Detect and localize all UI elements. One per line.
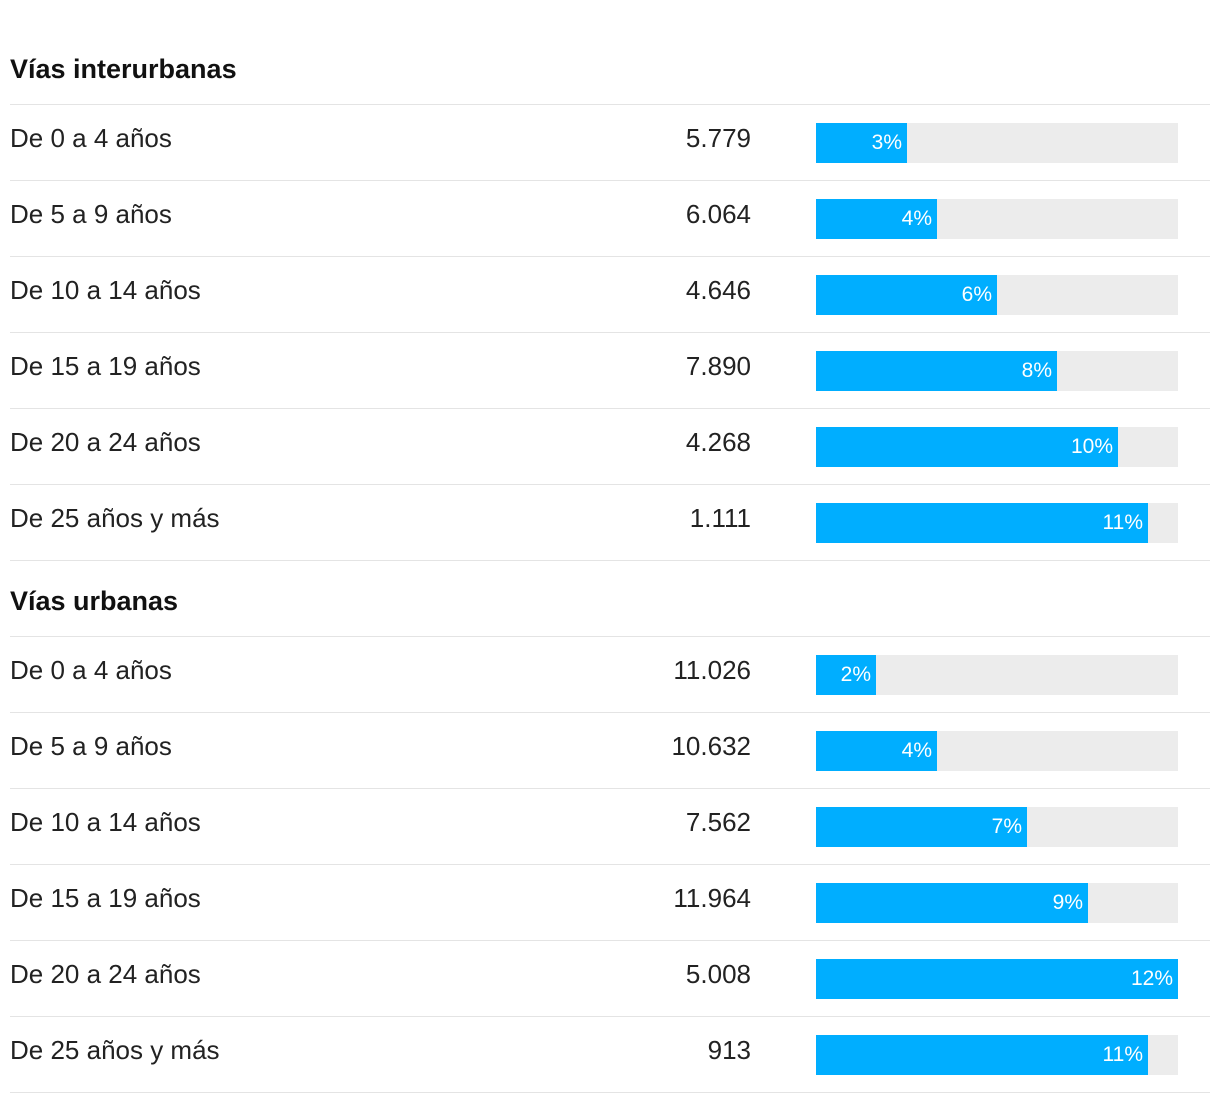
count-value: 11.964 — [673, 883, 751, 913]
bar-track: 3% — [816, 123, 1178, 163]
bar-track: 9% — [816, 883, 1178, 923]
count-value: 5.779 — [685, 123, 751, 153]
row-divider — [10, 484, 1210, 485]
table-row: De 5 a 9 años 10.632 4% — [10, 712, 1210, 788]
bar-percent-label: 7% — [991, 815, 1022, 838]
table-row: De 20 a 24 años 5.008 12% — [10, 940, 1210, 1016]
bar: 11% — [816, 503, 1148, 543]
bar-percent-label: 2% — [840, 663, 871, 686]
bar-percent-label: 10% — [1070, 435, 1113, 458]
table-row: De 10 a 14 años 7.562 7% — [10, 788, 1210, 864]
bar-track: 8% — [816, 351, 1178, 391]
row-divider — [10, 636, 1210, 637]
row-divider — [10, 940, 1210, 941]
category-label: De 25 años y más — [10, 1035, 220, 1065]
bar-track: 11% — [816, 503, 1178, 543]
section-bottom-divider — [10, 560, 1210, 561]
row-divider — [10, 1016, 1210, 1017]
bar-track: 7% — [816, 807, 1178, 847]
bar-percent-label: 11% — [1102, 511, 1143, 534]
count-value: 11.026 — [673, 655, 751, 685]
table-row: De 0 a 4 años 11.026 2% — [10, 636, 1210, 712]
bar-percent-label: 3% — [871, 131, 902, 154]
row-divider — [10, 180, 1210, 181]
bar: 6% — [816, 275, 997, 315]
table-row: De 10 a 14 años 4.646 6% — [10, 256, 1210, 332]
table-row: De 15 a 19 años 11.964 9% — [10, 864, 1210, 940]
bar: 2% — [816, 655, 876, 695]
bar-track: 10% — [816, 427, 1178, 467]
row-divider — [10, 256, 1210, 257]
section-title: Vías urbanas — [10, 586, 179, 616]
bar-track: 4% — [816, 199, 1178, 239]
category-label: De 20 a 24 años — [10, 959, 201, 989]
count-value: 1.111 — [689, 503, 751, 533]
bar-track: 2% — [816, 655, 1178, 695]
row-divider — [10, 408, 1210, 409]
category-label: De 5 a 9 años — [10, 731, 172, 761]
bar: 11% — [816, 1035, 1148, 1075]
count-value: 7.890 — [685, 351, 751, 381]
table-row: De 25 años y más 1.111 11% — [10, 484, 1210, 560]
bar-track: 6% — [816, 275, 1178, 315]
bar-percent-label: 9% — [1052, 891, 1083, 914]
category-label: De 20 a 24 años — [10, 427, 201, 457]
count-value: 5.008 — [685, 959, 751, 989]
bar: 8% — [816, 351, 1057, 391]
category-label: De 0 a 4 años — [10, 123, 172, 153]
bar-track: 12% — [816, 959, 1178, 999]
row-divider — [10, 788, 1210, 789]
row-divider — [10, 864, 1210, 865]
row-divider — [10, 332, 1210, 333]
section-title: Vías interurbanas — [10, 54, 237, 84]
bar: 3% — [816, 123, 907, 163]
bar-percent-label: 4% — [901, 739, 932, 762]
table-row: De 20 a 24 años 4.268 10% — [10, 408, 1210, 484]
bar: 10% — [816, 427, 1118, 467]
bar: 4% — [816, 199, 937, 239]
bar: 12% — [816, 959, 1178, 999]
count-value: 7.562 — [685, 807, 751, 837]
bar-track: 11% — [816, 1035, 1178, 1075]
category-label: De 0 a 4 años — [10, 655, 172, 685]
table-row: De 0 a 4 años 5.779 3% — [10, 104, 1210, 180]
table-row: De 5 a 9 años 6.064 4% — [10, 180, 1210, 256]
section-bottom-divider — [10, 1092, 1210, 1093]
category-label: De 15 a 19 años — [10, 883, 201, 913]
category-label: De 25 años y más — [10, 503, 220, 533]
bar: 4% — [816, 731, 937, 771]
count-value: 913 — [707, 1035, 751, 1065]
bar: 9% — [816, 883, 1088, 923]
row-divider — [10, 712, 1210, 713]
bar-percent-label: 12% — [1130, 967, 1173, 990]
count-value: 4.646 — [685, 275, 751, 305]
category-label: De 10 a 14 años — [10, 807, 201, 837]
table-row: De 25 años y más 913 11% — [10, 1016, 1210, 1092]
bar: 7% — [816, 807, 1027, 847]
table-row: De 15 a 19 años 7.890 8% — [10, 332, 1210, 408]
category-label: De 10 a 14 años — [10, 275, 201, 305]
bar-track: 4% — [816, 731, 1178, 771]
row-divider — [10, 104, 1210, 105]
bar-percent-label: 4% — [901, 207, 932, 230]
bar-percent-label: 8% — [1021, 359, 1052, 382]
count-value: 6.064 — [685, 199, 751, 229]
category-label: De 5 a 9 años — [10, 199, 172, 229]
bar-percent-label: 11% — [1102, 1043, 1143, 1066]
count-value: 10.632 — [671, 731, 751, 761]
count-value: 4.268 — [685, 427, 751, 457]
bar-percent-label: 6% — [961, 283, 992, 306]
category-label: De 15 a 19 años — [10, 351, 201, 381]
